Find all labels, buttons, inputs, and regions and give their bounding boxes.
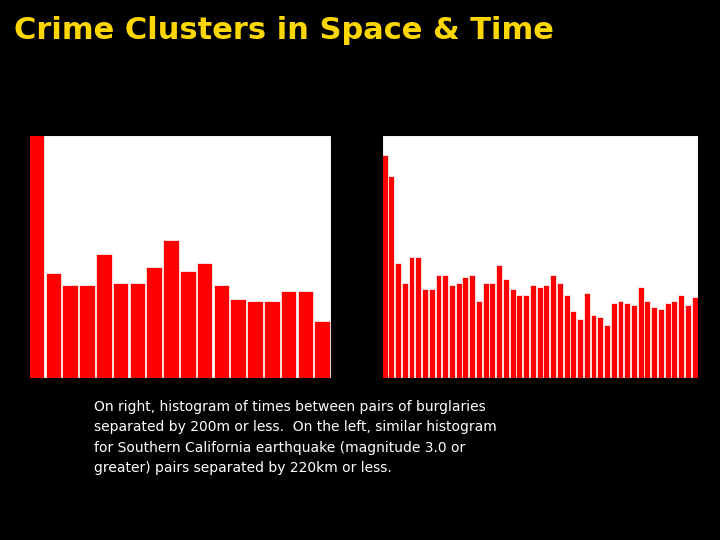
Bar <box>146 267 162 378</box>
Bar <box>624 303 630 378</box>
Bar <box>510 289 516 378</box>
Bar <box>604 325 610 378</box>
Bar <box>638 287 644 378</box>
Bar <box>584 293 590 378</box>
Bar <box>63 285 78 378</box>
Bar <box>163 240 179 378</box>
Bar <box>449 285 455 378</box>
Bar <box>482 283 489 378</box>
Bar <box>382 156 387 378</box>
Bar <box>130 283 145 378</box>
Text: On right, histogram of times between pairs of burglaries
separated by 200m or le: On right, histogram of times between pai… <box>94 400 496 475</box>
Bar <box>516 295 522 378</box>
Bar <box>503 279 509 378</box>
Bar <box>564 295 570 378</box>
Bar <box>611 303 617 378</box>
Bar <box>685 305 691 378</box>
Bar <box>247 301 263 378</box>
Bar <box>315 321 330 378</box>
Bar <box>544 285 549 378</box>
Bar <box>665 303 670 378</box>
Bar <box>113 283 128 378</box>
Bar <box>496 265 502 378</box>
Bar <box>692 297 698 378</box>
Bar <box>180 271 196 378</box>
Bar <box>264 301 279 378</box>
Bar <box>550 275 556 378</box>
Bar <box>644 301 650 378</box>
Bar <box>651 307 657 378</box>
Bar <box>672 301 678 378</box>
Bar <box>422 289 428 378</box>
Bar <box>442 275 448 378</box>
Bar <box>598 317 603 378</box>
Bar <box>96 254 112 378</box>
Bar <box>402 283 408 378</box>
Text: Crime Clusters in Space & Time: Crime Clusters in Space & Time <box>14 16 554 45</box>
Bar <box>577 319 583 378</box>
Bar <box>618 301 624 378</box>
Bar <box>429 289 435 378</box>
Bar <box>45 273 61 378</box>
Bar <box>536 287 543 378</box>
Bar <box>570 311 576 378</box>
Bar <box>408 256 415 378</box>
Bar <box>530 285 536 378</box>
Bar <box>658 309 664 378</box>
Bar <box>523 295 529 378</box>
Bar <box>29 105 45 378</box>
Bar <box>388 176 395 378</box>
Bar <box>462 276 469 378</box>
Bar <box>197 262 212 378</box>
Bar <box>456 283 462 378</box>
Bar <box>415 256 421 378</box>
Bar <box>230 299 246 378</box>
Bar <box>395 262 401 378</box>
Bar <box>590 315 596 378</box>
Bar <box>557 283 563 378</box>
Bar <box>436 275 441 378</box>
Bar <box>214 285 229 378</box>
Bar <box>631 305 637 378</box>
Bar <box>79 285 95 378</box>
Bar <box>297 291 313 378</box>
Bar <box>281 291 297 378</box>
Bar <box>469 275 475 378</box>
Bar <box>678 295 684 378</box>
Bar <box>490 283 495 378</box>
Bar <box>476 301 482 378</box>
X-axis label: Time (Days): Time (Days) <box>150 403 210 413</box>
